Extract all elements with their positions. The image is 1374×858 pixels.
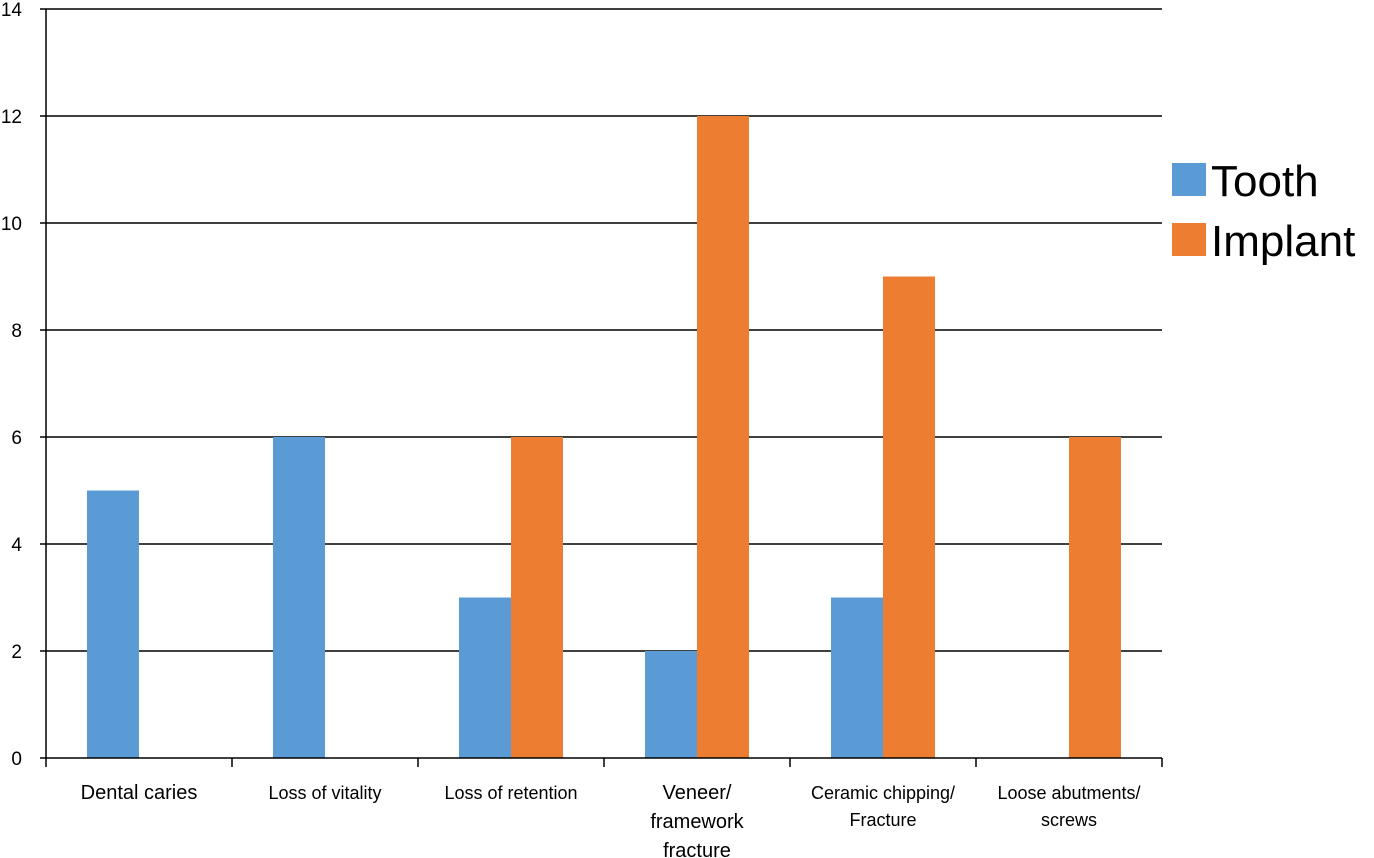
legend-swatch-tooth xyxy=(1172,163,1206,196)
y-tick-label: 2 xyxy=(11,642,22,663)
bar-tooth-3 xyxy=(645,651,697,758)
x-tick-label: Dental caries xyxy=(81,782,198,804)
y-tick-label: 14 xyxy=(1,0,23,21)
x-tick-label: Loss of retention xyxy=(444,783,577,803)
legend-label-tooth: Tooth xyxy=(1211,157,1319,206)
bar-implant-3 xyxy=(697,116,749,758)
x-tick-label: Loose abutments/ xyxy=(997,783,1140,803)
category-labels: Dental caries Loss of vitality Loss of ret… xyxy=(81,782,1141,858)
x-tick-label: Loss of vitality xyxy=(268,783,381,803)
y-tick-label: 4 xyxy=(11,535,22,556)
bar-tooth-2 xyxy=(459,597,511,758)
gridlines xyxy=(46,8,1162,652)
bar-tooth-4 xyxy=(831,597,883,758)
y-tick-label: 6 xyxy=(11,428,22,449)
x-tick-label: Ceramic chipping/ xyxy=(811,783,955,803)
legend-label-implant: Implant xyxy=(1211,217,1355,266)
y-tick-label: 10 xyxy=(1,214,22,235)
bar-implant-4 xyxy=(883,276,935,758)
x-tick-label: fracture xyxy=(663,840,731,858)
x-tick-label: Fracture xyxy=(849,810,916,830)
axes xyxy=(40,8,1163,767)
bar-tooth-1 xyxy=(273,437,325,758)
y-tick-label: 8 xyxy=(11,321,22,342)
y-tick-label: 0 xyxy=(11,749,22,770)
bar-implant-2 xyxy=(511,437,563,758)
legend: Tooth Implant xyxy=(1172,157,1355,266)
bar-implant-5 xyxy=(1069,437,1121,758)
y-tick-label: 12 xyxy=(1,107,22,128)
bar-tooth-0 xyxy=(87,490,139,758)
y-tick-labels: 0 2 4 6 8 10 12 14 xyxy=(1,0,23,770)
legend-swatch-implant xyxy=(1172,223,1206,256)
x-tick-label: screws xyxy=(1041,810,1097,830)
bars xyxy=(87,116,1121,758)
x-tick-label: Veneer/ xyxy=(663,782,732,804)
x-tick-label: framework xyxy=(650,811,744,833)
